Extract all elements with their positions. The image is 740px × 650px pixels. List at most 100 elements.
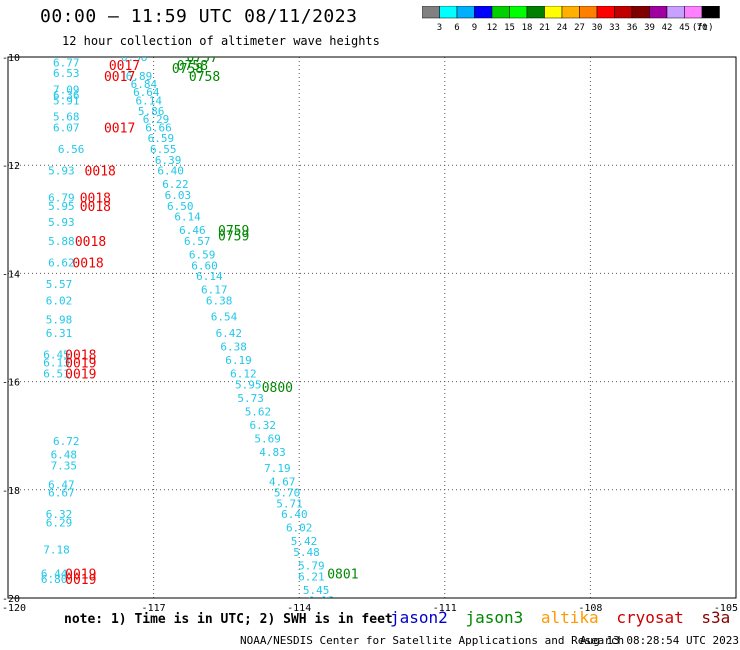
time-point-label: 0019: [65, 568, 96, 583]
swh-point-label: 5.57: [46, 278, 73, 291]
swh-point-label: 6.38: [121, 51, 148, 64]
swh-point-label: 6.39: [155, 154, 182, 167]
time-point-label: 0020: [60, 600, 91, 612]
swh-point-label: 6.25: [308, 595, 335, 608]
time-point-label: 0759: [218, 230, 249, 245]
y-tick-label: -16: [2, 378, 20, 389]
time-point-label: 0018: [80, 200, 111, 215]
colorbar-tick-label: 39: [644, 23, 655, 32]
swh-point-label: 6.17: [201, 284, 228, 297]
swh-point-label: 6.54: [211, 311, 238, 324]
time-point-label: 0800: [262, 381, 293, 396]
swh-point-label: 6.32: [46, 508, 73, 521]
colorbar-tick-label: 36: [627, 23, 638, 32]
swh-point-label: 5.42: [291, 535, 318, 548]
plot-frame: [7, 56, 737, 599]
time-point-label: 0758: [172, 62, 203, 77]
swh-point-label: 6.47: [48, 478, 75, 491]
swh-point-label: 6.62: [48, 257, 75, 270]
time-point-label: 0758: [177, 59, 208, 74]
time-point-label: 0018: [75, 235, 106, 250]
time-point-label: 0801: [327, 568, 358, 583]
colorbar-tick-label: 30: [592, 23, 603, 32]
y-tick-label: -14: [2, 269, 20, 280]
swh-point-label: 6.55: [150, 143, 177, 156]
swh-point-label: 4.67: [269, 476, 296, 489]
time-point-label: 0018: [65, 349, 96, 364]
swh-point-label: 6.29: [143, 113, 170, 126]
swh-point-label: 6.84: [131, 78, 158, 91]
swh-point-label: 7.80: [38, 600, 65, 612]
swh-point-label: 6.13: [43, 357, 70, 370]
colorbar-tick-label: 9: [472, 23, 477, 32]
swh-point-label: 5.70: [274, 487, 301, 500]
page-title: 00:00 – 11:59 UTC 08/11/2023: [40, 6, 358, 27]
swh-point-label: 5.93: [48, 165, 75, 178]
swh-point-label: 6.36: [53, 89, 80, 102]
colorbar-tick-label: 21: [539, 23, 550, 32]
colorbar-tick-label: 45: [679, 23, 690, 32]
swh-point-label: 4.83: [259, 446, 286, 459]
colorbar-tick-label: 70: [697, 23, 708, 32]
swh-point-label: 7.35: [51, 459, 78, 472]
swh-point-label: 5.93: [48, 216, 75, 229]
swh-point-label: 6.48: [51, 449, 78, 462]
swh-point-label: 6.44: [41, 568, 68, 581]
colorbar-tick-label: 3: [437, 23, 442, 32]
colorbar-tick-label: 18: [522, 23, 533, 32]
swh-point-label: 6.67: [48, 487, 75, 500]
swh-point-label: 6.50: [167, 200, 194, 213]
swh-point-label: 6.38: [206, 294, 233, 307]
time-point-label: 0019: [65, 573, 96, 588]
swh-point-label: 6.89: [126, 70, 153, 83]
swh-point-label: 6.12: [230, 367, 257, 380]
colorbar-unit: (ft): [692, 23, 714, 32]
y-tick-label: -10: [2, 53, 20, 64]
colorbar-tick-label: 33: [609, 23, 620, 32]
swh-point-label: 5.73: [237, 392, 264, 405]
swh-point-label: 6.59: [148, 132, 175, 145]
x-tick-label: -114: [287, 603, 311, 612]
swh-point-label: 6.02: [46, 294, 73, 307]
swh-point-label: 5.48: [293, 546, 320, 559]
colorbar-tick-label: 24: [557, 23, 568, 32]
swh-point-label: 5.95: [235, 378, 262, 391]
swh-point-label: 7.19: [264, 462, 291, 475]
x-tick-label: -111: [433, 603, 457, 612]
swh-point-label: 5.45: [303, 584, 330, 597]
swh-point-label: 6.14: [135, 94, 162, 107]
swh-point-label: 5.98: [46, 313, 73, 326]
swh-point-label: 6.59: [189, 248, 216, 261]
swh-point-label: 6.45: [43, 349, 70, 362]
swh-point-label: 6.14: [174, 211, 201, 224]
swh-point-label: 6.22: [162, 178, 189, 191]
swh-point-label: 5.88: [48, 235, 75, 248]
time-point-label: 0018: [72, 257, 103, 272]
swh-point-label: 6.31: [46, 327, 73, 340]
swh-point-label: 5.68: [53, 111, 80, 124]
time-point-label: 0757: [186, 51, 217, 66]
swh-point-label: 6.40: [281, 508, 308, 521]
swh-point-label: 6.66: [145, 121, 172, 134]
swh-point-label: 6.19: [225, 354, 252, 367]
colorbar-tick-label: 27: [574, 23, 585, 32]
colorbar-tick-label: 42: [662, 23, 673, 32]
swh-point-label: 6.53: [53, 67, 80, 80]
legend-altika: altika: [540, 608, 599, 627]
y-tick-label: -20: [2, 594, 20, 605]
time-point-label: 0017: [104, 70, 135, 85]
swh-point-label: 6.02: [286, 522, 313, 535]
footnote: note: 1) Time is in UTC; 2) SWH is in fe…: [64, 612, 393, 627]
generated-timestamp: Aug 13 08:28:54 UTC 2023: [580, 634, 739, 647]
colorbar-swatch: [701, 6, 720, 19]
swh-point-label: 6.32: [250, 419, 277, 432]
swh-point-label: 5.71: [276, 497, 303, 510]
swh-point-label: 6.79: [48, 192, 75, 205]
swh-point-label: 6.57: [184, 235, 211, 248]
y-tick-label: -18: [2, 486, 20, 497]
time-point-label: 0019: [65, 357, 96, 372]
swh-point-label: 7.09: [53, 83, 80, 96]
swh-point-label: 6.40: [157, 165, 184, 178]
time-point-label: 0017: [109, 59, 140, 74]
swh-point-label: 6.51: [43, 367, 70, 380]
